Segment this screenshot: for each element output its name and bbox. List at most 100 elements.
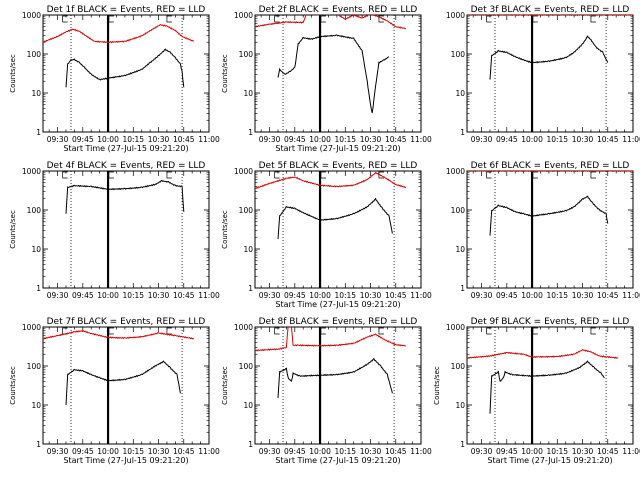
x-tick-label: 09:45: [496, 291, 518, 300]
x-tick-label: 10:45: [385, 447, 407, 456]
x-tick-label: 10:45: [597, 291, 619, 300]
plot-frame: [254, 14, 422, 133]
lld-series-line: [43, 23, 194, 44]
y-tick-label: 100: [451, 206, 466, 215]
x-tick-label: 10:30: [360, 447, 382, 456]
y-tick-label: 1000: [446, 11, 465, 20]
chart-panel-3: Det 3f BLACK = Events, RED = LLD 1 10 100 10…: [446, 5, 640, 144]
chart-title: Det 3f BLACK = Events, RED = LLD: [471, 5, 630, 15]
plot-frame: [42, 170, 210, 289]
y-tick-label: 1: [248, 440, 253, 449]
y-tick-label: 1: [36, 440, 41, 449]
events-series-line: [489, 195, 609, 236]
y-tick-label: 1000: [234, 323, 253, 332]
chart-title: Det 7f BLACK = Events, RED = LLD: [47, 317, 206, 327]
x-tick-label: 11:00: [622, 447, 640, 456]
chart-title: Det 2f BLACK = Events, RED = LLD: [259, 5, 418, 15]
x-tick-label: 10:30: [360, 291, 382, 300]
x-tick-label: 10:00: [97, 447, 119, 456]
x-tick-label: 10:30: [572, 135, 594, 144]
y-tick-label: 100: [239, 362, 254, 371]
x-tick-label: 09:45: [284, 291, 306, 300]
y-axis-label: Counts/sec: [433, 366, 441, 405]
y-tick-label: 1000: [234, 167, 253, 176]
bracket-marker: [274, 171, 280, 179]
x-tick-label: 09:30: [47, 135, 69, 144]
x-tick-label: 11:00: [622, 135, 640, 144]
events-series-line: [277, 357, 393, 399]
chart-title: Det 9f BLACK = Events, RED = LLD: [471, 317, 630, 327]
plot-frame: [466, 14, 634, 133]
x-tick-label: 11:00: [198, 291, 220, 300]
y-tick-label: 10: [455, 245, 465, 254]
x-tick-label: 10:15: [546, 291, 568, 300]
x-tick-label: 09:30: [47, 291, 69, 300]
y-axis-label: Counts/sec: [221, 54, 229, 93]
chart-title: Det 4f BLACK = Events, RED = LLD: [47, 161, 206, 171]
x-axis-label: Start Time (27-Jul-15 09:21:20): [63, 456, 188, 465]
x-axis-label: Start Time (27-Jul-15 09:21:20): [275, 456, 400, 465]
chart-panel-4: Det 4f BLACK = Events, RED = LLD 1 10 100 10…: [9, 161, 220, 300]
x-tick-label: 11:00: [622, 291, 640, 300]
x-tick-label: 09:30: [47, 447, 69, 456]
x-tick-label: 10:00: [309, 447, 331, 456]
y-tick-label: 1000: [446, 323, 465, 332]
y-axis-label: Counts/sec: [9, 366, 17, 405]
lld-series-line: [467, 171, 633, 173]
bracket-marker: [532, 327, 538, 335]
x-tick-label: 10:00: [309, 135, 331, 144]
lld-series-line: [467, 349, 619, 359]
y-tick-label: 1000: [234, 11, 253, 20]
bracket-marker: [108, 327, 114, 335]
bracket-marker: [320, 327, 326, 335]
plot-frame: [254, 170, 422, 289]
x-tick-label: 11:00: [198, 135, 220, 144]
x-tick-label: 09:30: [471, 447, 493, 456]
chart-title: Det 1f BLACK = Events, RED = LLD: [47, 5, 206, 15]
chart-title: Det 8f BLACK = Events, RED = LLD: [259, 317, 418, 327]
x-tick-label: 10:45: [173, 447, 195, 456]
plot-frame: [42, 326, 210, 445]
x-tick-label: 10:15: [122, 447, 144, 456]
bracket-marker: [486, 327, 492, 335]
bracket-marker: [274, 327, 280, 335]
bracket-marker: [532, 15, 538, 23]
x-tick-label: 10:30: [360, 135, 382, 144]
y-tick-label: 10: [243, 401, 253, 410]
y-axis-label: Counts/sec: [9, 210, 17, 249]
x-tick-label: 10:15: [334, 135, 356, 144]
x-tick-label: 10:45: [597, 135, 619, 144]
chart-panel-8: Det 8f BLACK = Events, RED = LLD 1 10 100 10…: [221, 317, 432, 465]
events-series-line: [489, 35, 609, 80]
x-tick-label: 10:30: [148, 447, 170, 456]
plot-frame: [42, 14, 210, 133]
events-series-line: [277, 34, 390, 114]
y-tick-label: 1: [248, 128, 253, 137]
y-tick-label: 1000: [446, 167, 465, 176]
events-series-line: [489, 360, 605, 414]
x-tick-label: 10:00: [521, 291, 543, 300]
x-tick-label: 10:30: [572, 447, 594, 456]
chart-panel-7: Det 7f BLACK = Events, RED = LLD 1 10 100 10…: [9, 317, 220, 465]
plot-frame: [254, 326, 422, 445]
x-tick-label: 09:30: [259, 291, 281, 300]
x-tick-label: 09:45: [72, 135, 94, 144]
x-tick-label: 10:15: [546, 135, 568, 144]
events-series-line: [65, 179, 185, 214]
x-tick-label: 10:15: [122, 291, 144, 300]
lld-series-line: [43, 330, 195, 340]
x-tick-label: 10:00: [97, 135, 119, 144]
bracket-marker: [320, 171, 326, 179]
y-tick-label: 1: [36, 284, 41, 293]
y-tick-label: 100: [27, 206, 42, 215]
x-tick-label: 10:15: [122, 135, 144, 144]
x-tick-label: 10:15: [334, 291, 356, 300]
bracket-marker: [166, 15, 172, 23]
bracket-marker: [62, 15, 68, 23]
lld-series-line: [255, 171, 407, 190]
y-axis-label: Counts/sec: [221, 210, 229, 249]
bracket-marker: [166, 171, 172, 179]
x-tick-label: 10:00: [309, 291, 331, 300]
bracket-marker: [378, 327, 384, 335]
